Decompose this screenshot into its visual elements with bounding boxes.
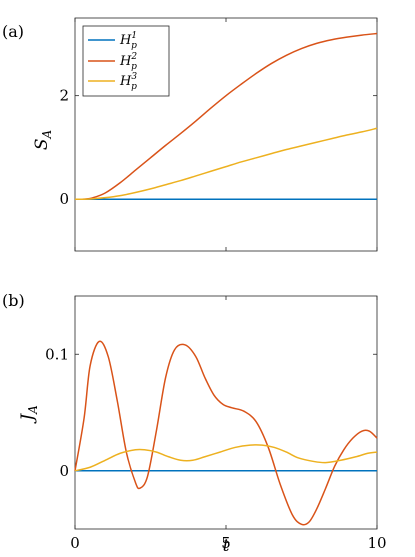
x-tick-label: 0: [70, 534, 80, 552]
legend: H1 p H2 p H3 p: [82, 25, 170, 97]
axes-a: 0 2 SA H1 p H2 p H3 p: [32, 17, 378, 252]
panel-label-a: (a): [2, 22, 24, 41]
series-line-3: [74, 127, 378, 200]
y-tick-label: 0.1: [45, 345, 69, 363]
legend-label-2: H2 p: [119, 52, 137, 72]
y-tick-label: 0: [59, 462, 69, 480]
axes-b: 0 0.1 0 5 10 JA t: [18, 295, 387, 556]
panel-label-b: (b): [2, 291, 25, 310]
x-axis-label: t: [223, 536, 230, 556]
x-tick-label: 10: [367, 534, 386, 552]
legend-box: [82, 25, 170, 97]
series-line-3: [74, 444, 378, 472]
axes-a-series: [74, 32, 378, 201]
series-line-2: [74, 340, 378, 526]
axes-b-ticks: 0 0.1 0 5 10: [45, 296, 387, 552]
y-tick-label: 2: [59, 87, 69, 105]
legend-label-1: H1 p: [119, 31, 137, 51]
y-axis-label-a: SA: [32, 130, 54, 151]
y-tick-label: 0: [59, 190, 69, 208]
y-axis-label-b: JA: [18, 405, 40, 424]
legend-label-3: H3 p: [119, 72, 137, 92]
x-tick-label: 5: [221, 534, 231, 552]
axes-b-box: [74, 295, 378, 530]
axes-b-series: [74, 340, 378, 526]
series-line-2: [74, 32, 378, 201]
